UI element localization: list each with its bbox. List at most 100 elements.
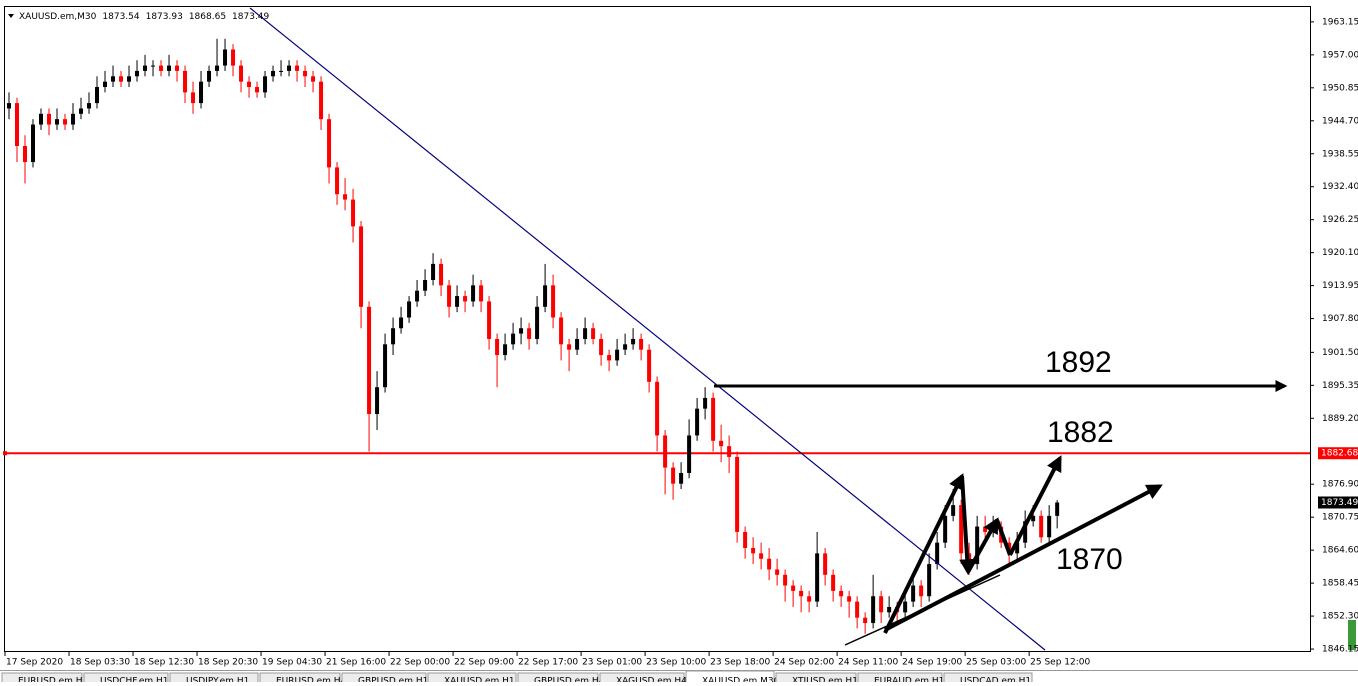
x-tick-label: 24 Sep 11:00 bbox=[838, 658, 898, 668]
candle-body bbox=[135, 70, 140, 77]
symbol: XAUUSD.em,M30 bbox=[19, 12, 97, 22]
annotation: 1882 bbox=[1047, 416, 1114, 449]
arrow bbox=[959, 475, 976, 576]
x-tick-label: 23 Sep 18:00 bbox=[710, 658, 770, 668]
candle-body bbox=[943, 515, 948, 543]
candle-body bbox=[783, 574, 788, 586]
candle-body bbox=[111, 76, 116, 82]
annotation: 1870 bbox=[1056, 543, 1123, 576]
level-handle bbox=[3, 451, 7, 456]
candle-body bbox=[511, 333, 516, 345]
candle-body bbox=[143, 65, 148, 71]
candle-body bbox=[727, 446, 732, 457]
candle-body bbox=[959, 505, 964, 554]
candle-body bbox=[791, 585, 796, 591]
header-toggle[interactable] bbox=[8, 14, 14, 18]
candle-body bbox=[839, 590, 844, 597]
candle-body bbox=[1055, 502, 1060, 516]
candle-body bbox=[431, 263, 436, 280]
tab-label[interactable]: XAUUSD.em,M30 bbox=[702, 677, 780, 686]
candle-body bbox=[271, 70, 276, 77]
candle-body bbox=[871, 596, 876, 624]
tab-label[interactable]: EURAUD.em,H1 bbox=[874, 677, 944, 686]
candle-body bbox=[535, 306, 540, 339]
x-tick-label: 19 Sep 04:30 bbox=[262, 658, 322, 668]
candle-body bbox=[471, 285, 476, 302]
candle-body bbox=[367, 306, 372, 414]
scroll-indicator[interactable] bbox=[1348, 620, 1356, 650]
candle-body bbox=[815, 553, 820, 602]
candle-body bbox=[127, 76, 132, 82]
y-tick-label: 1852.30 bbox=[1322, 612, 1358, 622]
candle-body bbox=[375, 387, 380, 414]
candle-body bbox=[583, 328, 588, 339]
candle-body bbox=[7, 103, 12, 109]
candle-body bbox=[527, 328, 532, 339]
tab-label[interactable]: USDJPY.em,H1 bbox=[186, 677, 249, 686]
candle-body bbox=[495, 338, 500, 356]
candle-body bbox=[311, 76, 316, 82]
price-label: 1873.49 bbox=[1321, 498, 1358, 508]
tab-label[interactable]: XTIUSD.em,H1 bbox=[792, 677, 858, 686]
candle-body bbox=[975, 526, 980, 565]
y-tick-label: 1864.60 bbox=[1322, 546, 1358, 556]
candle-body bbox=[711, 397, 716, 441]
candle-body bbox=[639, 338, 644, 350]
x-tick-label: 25 Sep 12:00 bbox=[1030, 658, 1090, 668]
candle-body bbox=[71, 113, 76, 125]
y-tick-label: 1932.40 bbox=[1322, 182, 1358, 192]
candle-body bbox=[223, 49, 228, 66]
candle-body bbox=[31, 124, 36, 163]
y-tick-label: 1950.85 bbox=[1322, 83, 1358, 93]
y-tick-label: 1901.50 bbox=[1322, 348, 1358, 358]
x-tick-label: 24 Sep 02:00 bbox=[774, 658, 834, 668]
x-tick-label: 23 Sep 01:00 bbox=[582, 658, 642, 668]
candle-body bbox=[391, 328, 396, 345]
candle-body bbox=[55, 119, 60, 125]
level-label: 1882.68 bbox=[1321, 449, 1358, 459]
header-value: 1873.54 bbox=[102, 12, 139, 22]
plot-frame bbox=[4, 6, 1311, 652]
tab-label[interactable]: GBPUSD.em,H4 bbox=[534, 677, 605, 686]
tab-label[interactable]: XAGUSD.em,H4 bbox=[616, 677, 687, 686]
tab-label[interactable]: USDCAD.em,H1 bbox=[960, 677, 1031, 686]
candle-body bbox=[455, 296, 460, 307]
candle-body bbox=[183, 70, 188, 93]
x-tick-label: 23 Sep 10:00 bbox=[646, 658, 706, 668]
candle-body bbox=[103, 81, 108, 88]
tab-label[interactable]: EURUSD.em,H1 bbox=[18, 677, 88, 686]
candle-body bbox=[439, 263, 444, 286]
candle-body bbox=[263, 76, 268, 93]
y-tick-label: 1846.15 bbox=[1322, 645, 1358, 655]
x-tick-label: 21 Sep 16:00 bbox=[326, 658, 386, 668]
candle-body bbox=[927, 564, 932, 597]
y-tick-label: 1913.95 bbox=[1322, 281, 1358, 291]
candle-body bbox=[319, 81, 324, 120]
candle-body bbox=[863, 617, 868, 624]
candle-body bbox=[519, 328, 524, 334]
x-tick-label: 18 Sep 12:30 bbox=[134, 658, 194, 668]
candle-body bbox=[423, 279, 428, 291]
tab-label[interactable]: GBPUSD.em,H1 bbox=[358, 677, 428, 686]
candle-body bbox=[343, 194, 348, 200]
candle-body bbox=[695, 408, 700, 436]
x-tick-label: 18 Sep 03:30 bbox=[70, 658, 130, 668]
header: XAUUSD.em,M30 1873.54 1873.93 1868.65 1873.4… bbox=[19, 12, 270, 22]
y-tick-label: 1920.10 bbox=[1322, 248, 1358, 258]
candle-body bbox=[655, 381, 660, 436]
candle-body bbox=[47, 113, 52, 125]
tab-label[interactable]: USDCHF.em,H1 bbox=[100, 677, 169, 686]
candle-body bbox=[623, 344, 628, 350]
candle-body bbox=[887, 606, 892, 613]
arrow bbox=[883, 473, 964, 634]
candle-body bbox=[415, 290, 420, 302]
tab-label[interactable]: EURUSD.em,H4 bbox=[276, 677, 347, 686]
level-label-box bbox=[1318, 447, 1358, 460]
tab-label[interactable]: XAUUSD.em,H1 bbox=[444, 677, 515, 686]
candle-body bbox=[463, 296, 468, 302]
candle-body bbox=[383, 344, 388, 388]
candle-body bbox=[167, 65, 172, 71]
x-tick-label: 22 Sep 00:00 bbox=[390, 658, 450, 668]
